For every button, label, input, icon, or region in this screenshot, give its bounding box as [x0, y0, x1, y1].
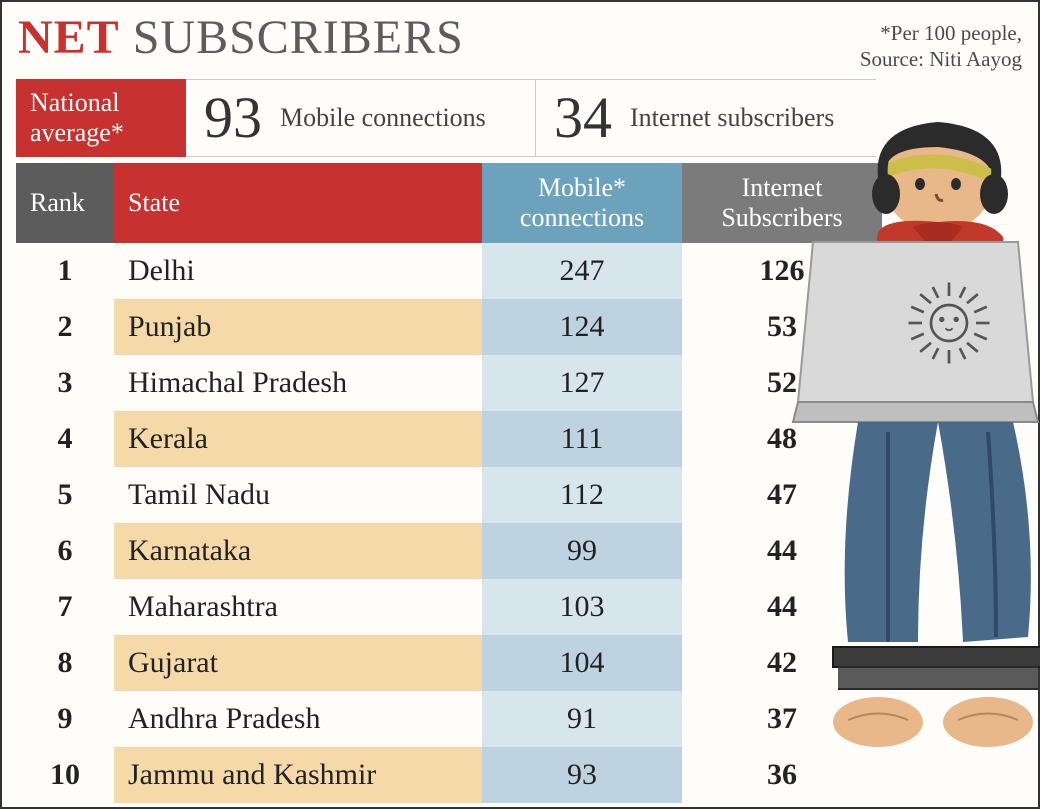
cell-state: Tamil Nadu	[114, 467, 482, 523]
title-subscribers: SUBSCRIBERS	[133, 11, 464, 64]
cell-internet: 42	[682, 635, 882, 691]
cell-internet: 48	[682, 411, 882, 467]
cell-state: Karnataka	[114, 523, 482, 579]
cell-state: Maharashtra	[114, 579, 482, 635]
table-body: 1Delhi2471262Punjab124533Himachal Prades…	[16, 243, 1024, 803]
cell-mobile: 124	[482, 299, 682, 355]
cell-internet: 126	[682, 243, 882, 299]
infographic-container: NET SUBSCRIBERS *Per 100 people, Source:…	[0, 0, 1040, 809]
cell-rank: 10	[16, 747, 114, 803]
cell-internet: 37	[682, 691, 882, 747]
cell-mobile: 111	[482, 411, 682, 467]
title-net: NET	[18, 11, 120, 64]
cell-state: Gujarat	[114, 635, 482, 691]
table-row: 7Maharashtra10344	[16, 579, 1024, 635]
cell-mobile: 112	[482, 467, 682, 523]
source-line2: Source: Niti Aayog	[860, 46, 1022, 72]
cell-mobile: 99	[482, 523, 682, 579]
table-row: 3Himachal Pradesh12752	[16, 355, 1024, 411]
cell-rank: 5	[16, 467, 114, 523]
avg-mobile: 93 Mobile connections	[186, 79, 536, 157]
cell-rank: 4	[16, 411, 114, 467]
table-header: Rank State Mobile* connections Internet …	[16, 163, 1024, 243]
cell-mobile: 104	[482, 635, 682, 691]
cell-state: Punjab	[114, 299, 482, 355]
title: NET SUBSCRIBERS	[18, 10, 464, 65]
avg-mobile-label: Mobile connections	[280, 103, 486, 133]
cell-rank: 9	[16, 691, 114, 747]
avg-internet-label: Internet subscribers	[630, 103, 834, 133]
avg-mobile-value: 93	[204, 84, 262, 151]
cell-state: Delhi	[114, 243, 482, 299]
avg-internet-value: 34	[554, 84, 612, 151]
national-average-badge: National average*	[16, 79, 186, 157]
cell-rank: 1	[16, 243, 114, 299]
cell-rank: 2	[16, 299, 114, 355]
header: NET SUBSCRIBERS *Per 100 people, Source:…	[2, 2, 1038, 73]
table-row: 2Punjab12453	[16, 299, 1024, 355]
data-table: Rank State Mobile* connections Internet …	[16, 163, 1024, 803]
table-row: 4Kerala11148	[16, 411, 1024, 467]
cell-state: Andhra Pradesh	[114, 691, 482, 747]
source-note: *Per 100 people, Source: Niti Aayog	[860, 10, 1022, 73]
cell-state: Himachal Pradesh	[114, 355, 482, 411]
cell-state: Jammu and Kashmir	[114, 747, 482, 803]
cell-internet: 44	[682, 523, 882, 579]
cell-rank: 3	[16, 355, 114, 411]
cell-internet: 53	[682, 299, 882, 355]
source-line1: *Per 100 people,	[860, 20, 1022, 46]
cell-mobile: 127	[482, 355, 682, 411]
cell-internet: 52	[682, 355, 882, 411]
avg-internet: 34 Internet subscribers	[536, 79, 876, 157]
table-row: 6Karnataka9944	[16, 523, 1024, 579]
cell-mobile: 93	[482, 747, 682, 803]
cell-mobile: 103	[482, 579, 682, 635]
cell-internet: 47	[682, 467, 882, 523]
col-rank: Rank	[16, 163, 114, 243]
col-mobile: Mobile* connections	[482, 163, 682, 243]
avg-line2: average*	[30, 118, 172, 148]
cell-rank: 8	[16, 635, 114, 691]
table-row: 10Jammu and Kashmir9336	[16, 747, 1024, 803]
table-row: 9Andhra Pradesh9137	[16, 691, 1024, 747]
col-internet: Internet Subscribers	[682, 163, 882, 243]
cell-internet: 36	[682, 747, 882, 803]
col-state: State	[114, 163, 482, 243]
table-row: 1Delhi247126	[16, 243, 1024, 299]
avg-line1: National	[30, 88, 172, 118]
cell-mobile: 247	[482, 243, 682, 299]
cell-state: Kerala	[114, 411, 482, 467]
cell-rank: 7	[16, 579, 114, 635]
cell-mobile: 91	[482, 691, 682, 747]
national-average-row: National average* 93 Mobile connections …	[16, 79, 1024, 157]
cell-rank: 6	[16, 523, 114, 579]
table-row: 5Tamil Nadu11247	[16, 467, 1024, 523]
table-row: 8Gujarat10442	[16, 635, 1024, 691]
cell-internet: 44	[682, 579, 882, 635]
